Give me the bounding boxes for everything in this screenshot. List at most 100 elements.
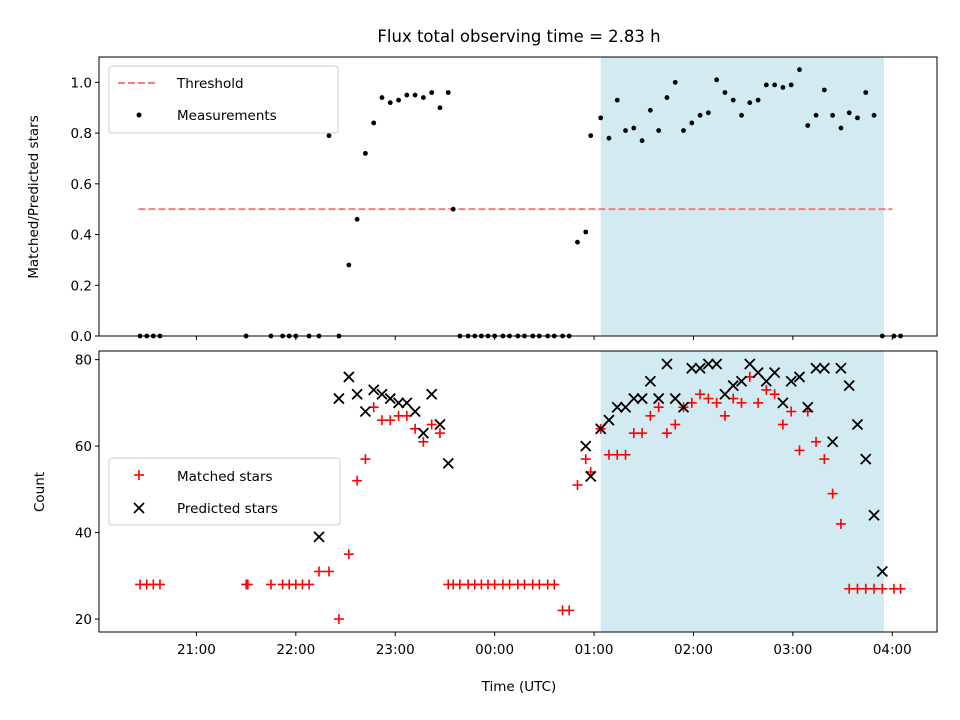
predicted-star-point — [653, 392, 665, 405]
matched-star-point — [265, 579, 276, 590]
predicted-star-point — [711, 358, 723, 370]
legend-matched-swatch — [134, 470, 144, 480]
predicted-star-point — [359, 405, 372, 418]
matched-star-point — [418, 436, 429, 447]
measurement-point — [714, 77, 720, 83]
predicted-star-point — [351, 388, 363, 400]
matched-star-point — [719, 410, 730, 421]
predicted-star-point — [603, 414, 615, 426]
x-tick-label: 03:00 — [773, 642, 812, 658]
measurement-point — [797, 67, 802, 73]
matched-star-point — [794, 445, 805, 456]
measurement-point — [437, 105, 443, 111]
legend-measurements-label: Measurements — [177, 108, 277, 124]
measurement-point — [575, 239, 580, 245]
predicted-star-point — [777, 397, 789, 409]
y-tick-label: 0.0 — [71, 329, 92, 345]
measurement-point — [739, 112, 744, 118]
measurement-point — [623, 128, 628, 133]
measurement-point — [412, 92, 418, 98]
matched-star-point — [637, 428, 648, 439]
matched-star-point — [434, 428, 445, 439]
predicted-star-point — [735, 375, 748, 387]
matched-star-point — [564, 605, 575, 616]
observing-span — [600, 351, 884, 632]
measurement-point — [354, 216, 360, 222]
predicted-star-point — [661, 358, 673, 370]
bottom-panel: 21:00 22:00 23:00 00:00 01:00 02:00 03:00 04:00… — [32, 350, 938, 695]
y-tick-label: 0.6 — [71, 177, 92, 193]
measurement-point — [429, 90, 435, 95]
measurement-point — [855, 115, 860, 121]
measurement-point — [755, 97, 761, 103]
measurement-point — [821, 87, 827, 93]
top-legend: Threshold Measurements — [108, 65, 339, 134]
predicted-star-point — [669, 392, 681, 405]
predicted-star-point — [442, 457, 454, 470]
measurement-point — [838, 125, 844, 131]
matched-star-point — [835, 518, 846, 529]
y-tick-label: 60 — [75, 439, 92, 455]
predicted-star-point — [818, 362, 830, 374]
matched-star-point — [819, 454, 830, 465]
predicted-star-point — [826, 436, 839, 448]
measurement-point — [730, 97, 736, 103]
top-y-axis-label: Matched/Predicted stars — [26, 115, 42, 278]
measurement-point — [805, 123, 811, 128]
measurement-point — [371, 120, 377, 126]
matched-star-point — [333, 614, 344, 625]
y-tick-label: 80 — [75, 353, 92, 369]
predicted-star-point — [636, 392, 648, 405]
predicted-star-point — [426, 388, 438, 400]
matched-star-point — [549, 579, 560, 590]
matched-star-point — [761, 384, 772, 395]
matched-star-point — [769, 389, 780, 400]
measurement-point — [583, 229, 589, 235]
measurement-point — [681, 128, 686, 133]
matched-star-point — [811, 436, 822, 447]
predicted-star-point — [785, 375, 797, 387]
predicted-star-point — [744, 358, 756, 370]
bottom-x-ticks: 21:00 22:00 23:00 00:00 01:00 02:00 03:00 04:00 — [177, 632, 912, 658]
measurement-point — [420, 95, 426, 100]
predicted-star-point — [611, 401, 623, 413]
predicted-star-point — [686, 362, 698, 374]
predicted-star-points — [313, 358, 888, 578]
x-tick-label: 02:00 — [674, 642, 713, 658]
top-y-ticks: 0.0 0.2 0.4 0.6 0.8 1.0 — [71, 75, 99, 345]
predicted-star-point — [580, 440, 592, 452]
matched-star-point — [661, 428, 672, 439]
measurement-point — [763, 82, 769, 88]
y-tick-label: 0.8 — [71, 126, 92, 142]
top-axes-frame — [98, 56, 938, 337]
measurement-point — [379, 95, 385, 100]
matched-star-point — [703, 393, 714, 404]
observing-span — [600, 57, 884, 336]
measurement-point — [598, 115, 604, 121]
top-panel: 0.0 0.2 0.4 0.6 0.8 1.0 Matched/Predicted sta… — [26, 56, 938, 345]
measurement-point — [614, 97, 620, 103]
measurement-point — [363, 150, 368, 156]
predicted-star-point — [768, 366, 781, 379]
measurement-point — [404, 92, 410, 98]
predicted-star-point — [628, 392, 640, 405]
bottom-legend: Matched stars Predicted stars — [108, 457, 341, 526]
measurement-point — [606, 135, 612, 141]
measurement-point — [656, 128, 662, 133]
matched-star-point — [580, 454, 591, 465]
measurement-point — [396, 97, 401, 103]
matched-star-point — [645, 410, 656, 421]
measurement-point — [846, 110, 852, 116]
measurement-point — [326, 133, 332, 139]
y-tick-label: 0.4 — [71, 228, 92, 244]
chart-title: Flux total observing time = 2.83 h — [377, 27, 660, 46]
predicted-star-point — [644, 375, 657, 387]
matched-star-point — [777, 419, 788, 430]
matched-star-point — [385, 415, 396, 426]
predicted-star-point — [595, 423, 607, 435]
predicted-star-point — [752, 366, 764, 379]
predicted-star-point — [585, 470, 597, 483]
matched-star-point — [154, 579, 165, 590]
predicted-star-point — [843, 379, 855, 392]
